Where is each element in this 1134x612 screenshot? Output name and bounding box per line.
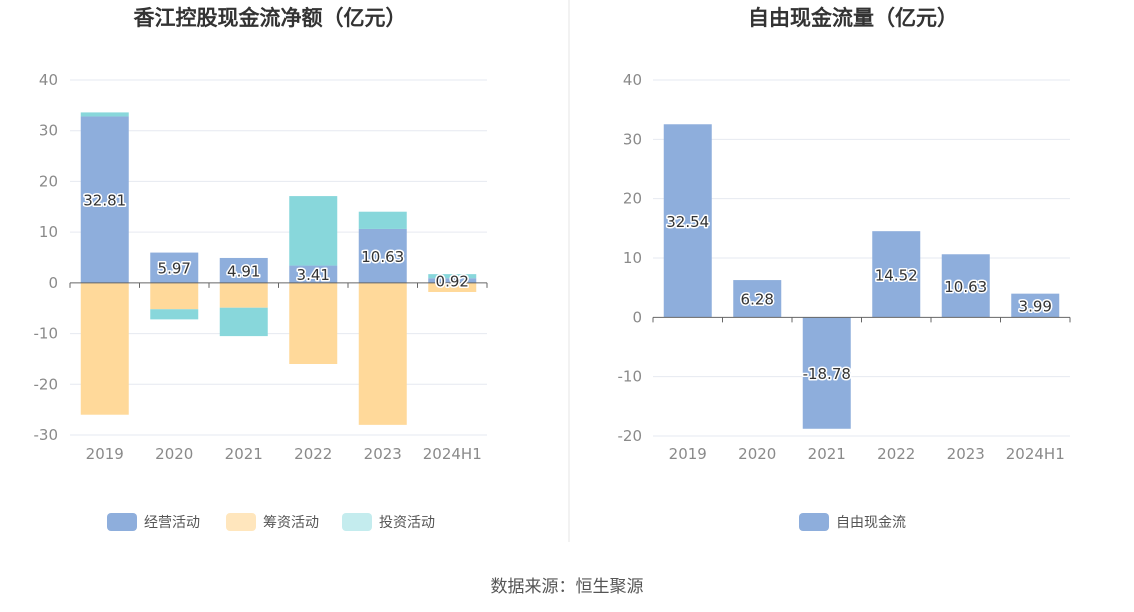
bar-经营活动-2022: [289, 265, 338, 283]
legend-label: 经营活动: [144, 515, 200, 531]
data-label: 14.52: [875, 266, 918, 284]
data-label: 3.99: [1019, 297, 1052, 315]
y-tick-label: 0: [48, 274, 58, 292]
cashflow-legend: 经营活动 筹资活动 投资活动: [107, 513, 435, 531]
y-tick-label: -10: [34, 325, 59, 343]
legend-label: 投资活动: [379, 515, 435, 531]
bar-筹资活动-2021: [219, 282, 268, 308]
data-label: 10.63: [944, 278, 987, 296]
data-source: 数据来源：恒生聚源: [491, 577, 644, 597]
y-tick-label: 30: [39, 122, 58, 140]
data-label: 5.97: [158, 260, 191, 278]
legend-item: 经营活动: [107, 513, 200, 531]
legend-item: 筹资活动: [226, 513, 319, 531]
data-label: 32.54: [666, 213, 709, 231]
bar-经营活动-2023: [358, 228, 407, 283]
bar-筹资活动-2024H1: [428, 282, 477, 292]
fcf-y-axis: 40 30 20 10 0 -10 -20: [618, 71, 643, 445]
x-tick-label: 2020: [738, 445, 776, 463]
bar-2021: [802, 317, 851, 429]
x-tick-label: 2020: [155, 445, 193, 463]
cashflow-chart-title: 香江控股现金流净额（亿元）: [134, 6, 407, 30]
y-tick-label: -20: [618, 427, 643, 445]
y-tick-label: 0: [632, 308, 642, 326]
x-tick-label: 2021: [225, 445, 263, 463]
bar-投资活动-2023: [358, 211, 407, 229]
data-label: -18.78: [803, 365, 851, 383]
bar-筹资活动-2019: [80, 282, 129, 415]
bar-筹资活动-2023: [358, 282, 407, 425]
bar-投资活动-2020: [150, 309, 199, 320]
legend-swatch: [226, 513, 256, 531]
x-tick-label: 2022: [294, 445, 332, 463]
y-tick-label: -30: [34, 426, 59, 444]
x-tick-label: 2021: [808, 445, 846, 463]
bar-2024H1: [1011, 293, 1060, 318]
x-tick-label: 2024H1: [1006, 445, 1065, 463]
y-tick-label: 30: [623, 130, 642, 148]
fcf-legend: 自由现金流: [799, 513, 906, 531]
legend-item: 自由现金流: [799, 513, 906, 531]
cashflow-x-axis: 2019 2020 2021 2022 2023 2024H1: [69, 282, 488, 463]
fcf-data-labels: 32.54 6.28 -18.78 14.52 10.63 3.99: [665, 211, 1054, 384]
fcf-chart-title: 自由现金流量（亿元）: [748, 6, 958, 30]
bar-投资活动-2019: [80, 112, 129, 117]
cashflow-net-chart: 香江控股现金流净额（亿元） 40 30 20 10 0 -10 -20 -30 2019 202…: [34, 6, 488, 531]
x-tick-label: 2023: [947, 445, 985, 463]
bar-投资活动-2021: [219, 307, 268, 337]
cashflow-y-axis: 40 30 20 10 0 -10 -20 -30: [34, 71, 59, 444]
fcf-bars: [663, 124, 1060, 429]
legend-swatch: [799, 513, 829, 531]
data-label: 10.63: [361, 248, 404, 266]
bar-2022: [872, 231, 921, 318]
y-tick-label: 10: [623, 249, 642, 267]
y-tick-label: -10: [618, 368, 643, 386]
bar-2020: [733, 280, 782, 318]
bar-2019: [663, 124, 712, 318]
bar-经营活动-2024H1: [428, 278, 477, 283]
bar-经营活动-2019: [80, 116, 129, 283]
fcf-x-axis: 2019 2020 2021 2022 2023 2024H1: [652, 317, 1071, 463]
bar-2023: [941, 254, 990, 318]
data-label: 6.28: [741, 291, 774, 309]
legend-item: 投资活动: [342, 513, 435, 531]
bar-筹资活动-2020: [150, 282, 199, 310]
bar-经营活动-2021: [219, 257, 268, 283]
legend-label: 筹资活动: [263, 514, 319, 531]
data-label: 4.91: [227, 262, 260, 280]
legend-swatch: [342, 513, 372, 531]
legend-label: 自由现金流: [836, 515, 906, 531]
cashflow-grid: [70, 79, 487, 436]
bar-经营活动-2020: [150, 252, 199, 283]
bar-投资活动-2024H1: [428, 274, 477, 279]
x-tick-label: 2023: [364, 445, 402, 463]
x-tick-label: 2024H1: [423, 445, 482, 463]
cashflow-data-labels: 32.81 5.97 4.91 3.41 10.63 0.92: [82, 190, 471, 292]
data-label: 32.81: [83, 192, 126, 210]
y-tick-label: -20: [34, 375, 59, 393]
bar-投资活动-2022: [289, 196, 338, 266]
y-tick-label: 20: [623, 190, 642, 208]
x-tick-label: 2019: [669, 445, 707, 463]
bar-筹资活动-2022: [289, 282, 338, 364]
x-tick-label: 2022: [877, 445, 915, 463]
data-label: 0.92: [436, 273, 469, 291]
y-tick-label: 40: [39, 71, 58, 89]
x-tick-label: 2019: [86, 445, 124, 463]
y-tick-label: 20: [39, 172, 58, 190]
y-tick-label: 10: [39, 223, 58, 241]
cashflow-bars: [80, 112, 477, 425]
data-label: 3.41: [297, 266, 330, 284]
y-tick-label: 40: [623, 71, 642, 89]
fcf-grid: [653, 79, 1070, 437]
legend-swatch: [107, 513, 137, 531]
